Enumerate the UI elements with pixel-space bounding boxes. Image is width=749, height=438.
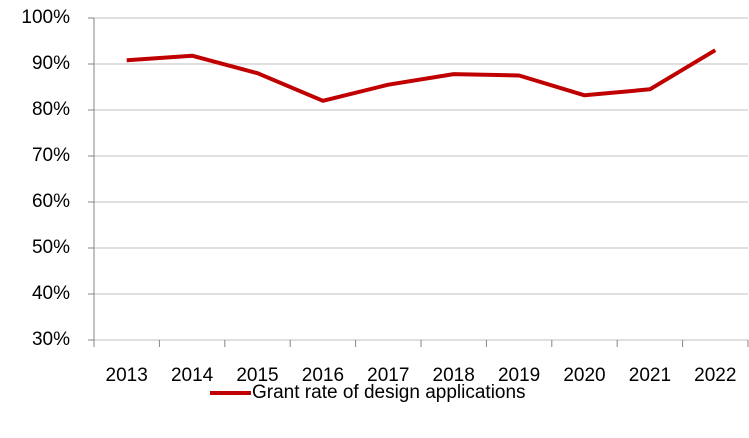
x-tick-label: 2017 — [367, 365, 409, 386]
x-tick-label: 2015 — [236, 365, 278, 386]
series-line — [126, 48, 717, 103]
y-tick-label: 30% — [32, 329, 70, 350]
x-tick-label: 2018 — [433, 365, 475, 386]
y-tick-label: 60% — [32, 191, 70, 212]
x-tick-label: 2022 — [694, 365, 736, 386]
x-tick-label: 2013 — [106, 365, 148, 386]
x-tick-label: 2020 — [563, 365, 605, 386]
x-tick-label: 2016 — [302, 365, 344, 386]
x-tick-label: 2014 — [171, 365, 214, 386]
legend-label: Grant rate of design applications — [252, 382, 526, 403]
y-tick-label: 70% — [32, 145, 70, 166]
x-tick-label: 2021 — [629, 365, 671, 386]
y-tick-label: 80% — [32, 99, 70, 120]
y-tick-label: 50% — [32, 237, 70, 258]
x-tick-label: 2019 — [498, 365, 540, 386]
y-tick-label: 90% — [32, 53, 70, 74]
y-tick-label: 40% — [32, 283, 70, 304]
y-tick-label: 100% — [21, 7, 70, 28]
